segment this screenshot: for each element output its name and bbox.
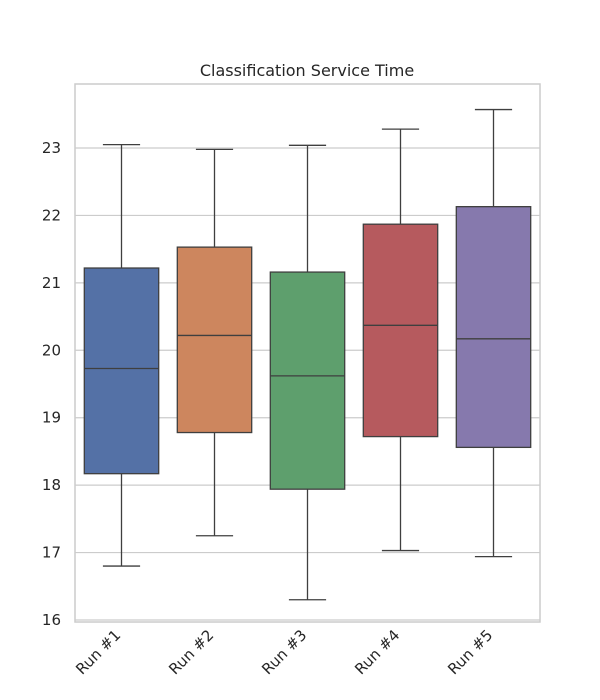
x-tick-label: Run #3 xyxy=(258,626,310,678)
iqr-box xyxy=(455,206,532,449)
box-group xyxy=(176,148,253,537)
chart-title: Classification Service Time xyxy=(200,61,414,80)
x-axis-ticks: Run #1 Run #2 Run #3 Run #4 Run #5 xyxy=(72,626,496,678)
box-group xyxy=(362,128,439,552)
y-tick-label: 19 xyxy=(42,409,61,427)
x-tick-label: Run #5 xyxy=(444,626,496,678)
x-tick-label: Run #1 xyxy=(72,626,124,678)
y-tick-label: 16 xyxy=(42,611,61,629)
y-tick-label: 23 xyxy=(42,139,61,157)
box-group xyxy=(83,143,160,567)
iqr-box xyxy=(269,271,346,490)
y-tick-label: 18 xyxy=(42,476,61,494)
y-tick-label: 21 xyxy=(42,274,61,292)
x-tick-label: Run #4 xyxy=(351,626,403,678)
iqr-box xyxy=(362,223,439,438)
boxes-layer xyxy=(83,108,532,601)
iqr-box xyxy=(176,246,253,434)
y-tick-label: 17 xyxy=(42,544,61,562)
box-group xyxy=(269,144,346,601)
iqr-box xyxy=(83,267,160,475)
y-tick-label: 22 xyxy=(42,206,61,224)
box-group xyxy=(455,108,532,558)
y-tick-label: 20 xyxy=(42,341,61,359)
x-tick-label: Run #2 xyxy=(165,626,217,678)
y-axis-ticks: 16 17 18 19 20 21 22 23 xyxy=(42,139,61,629)
plot-frame xyxy=(74,83,541,623)
